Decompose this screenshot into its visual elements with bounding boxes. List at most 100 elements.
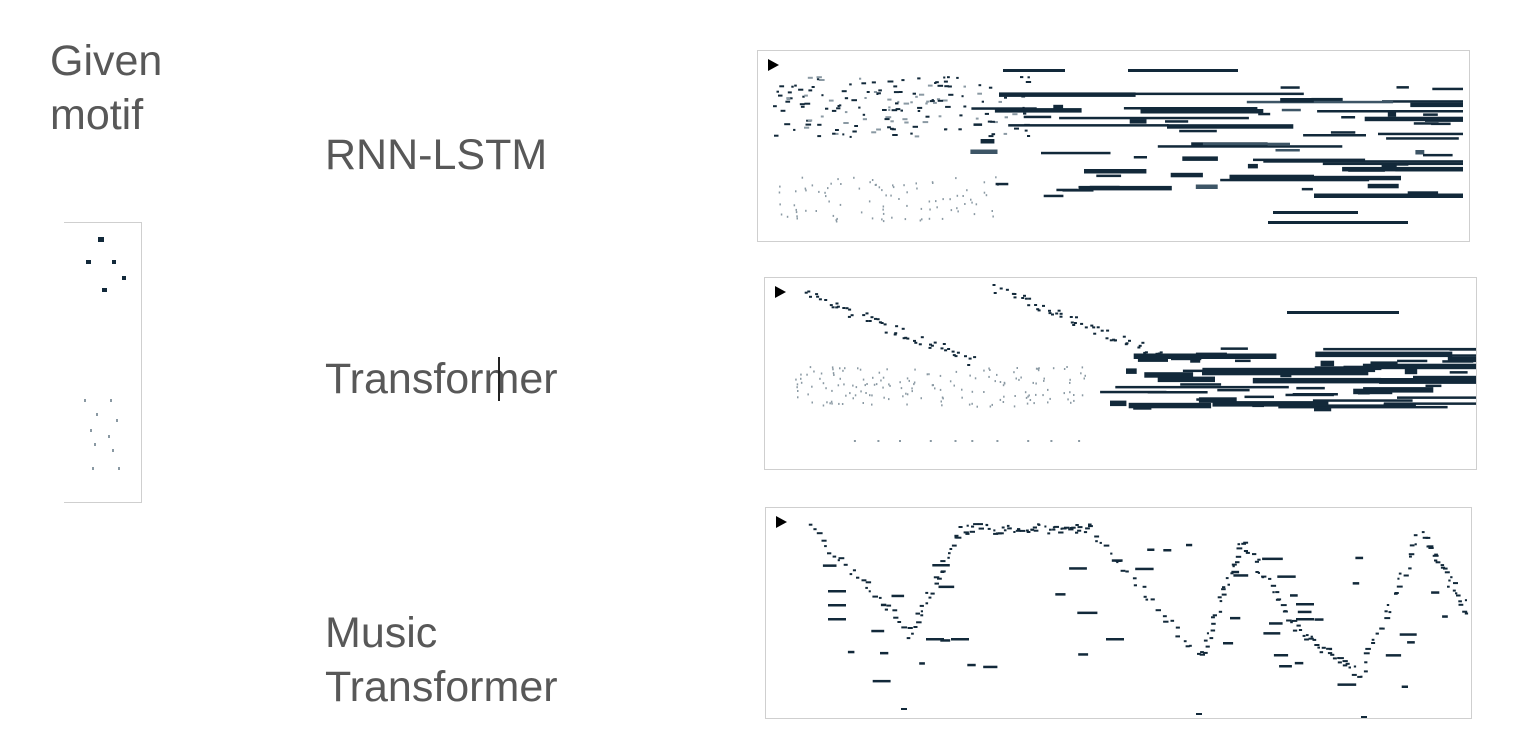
note bbox=[971, 201, 973, 204]
note bbox=[920, 614, 924, 617]
note bbox=[902, 118, 908, 121]
note bbox=[974, 377, 977, 380]
note bbox=[1200, 651, 1204, 654]
play-icon[interactable] bbox=[776, 516, 787, 528]
note bbox=[940, 400, 942, 403]
note bbox=[925, 591, 929, 594]
note bbox=[1175, 626, 1180, 629]
note bbox=[994, 380, 996, 383]
note bbox=[1050, 440, 1053, 442]
note bbox=[1096, 174, 1122, 178]
play-icon[interactable] bbox=[768, 59, 779, 71]
note bbox=[805, 209, 807, 212]
note bbox=[1068, 528, 1074, 531]
note bbox=[868, 320, 872, 322]
note bbox=[1133, 584, 1137, 587]
note bbox=[1414, 543, 1417, 546]
note bbox=[951, 544, 957, 547]
note bbox=[1025, 396, 1028, 399]
note bbox=[878, 89, 882, 92]
note bbox=[1394, 592, 1399, 594]
note bbox=[847, 315, 851, 318]
note bbox=[950, 209, 953, 212]
note bbox=[1115, 92, 1304, 96]
note bbox=[955, 536, 962, 539]
note bbox=[811, 401, 813, 404]
note bbox=[931, 181, 934, 184]
note bbox=[1407, 191, 1439, 194]
note bbox=[835, 129, 839, 131]
note bbox=[818, 298, 822, 301]
note bbox=[970, 149, 998, 154]
given-motif-roll bbox=[64, 222, 142, 503]
note bbox=[1175, 635, 1180, 638]
note bbox=[1217, 388, 1250, 392]
note bbox=[999, 398, 1002, 401]
note bbox=[1084, 326, 1088, 329]
note bbox=[1219, 600, 1223, 603]
note bbox=[844, 367, 846, 370]
note bbox=[901, 327, 905, 330]
note bbox=[915, 182, 917, 185]
note bbox=[805, 189, 807, 192]
text-cursor bbox=[498, 357, 500, 401]
note bbox=[1413, 375, 1476, 382]
note bbox=[876, 92, 881, 95]
note bbox=[773, 105, 777, 108]
note bbox=[828, 604, 846, 607]
note bbox=[907, 627, 913, 629]
note bbox=[886, 604, 892, 607]
note bbox=[954, 536, 958, 539]
note bbox=[890, 194, 892, 197]
note bbox=[859, 368, 862, 371]
note bbox=[878, 371, 881, 374]
note bbox=[1409, 555, 1412, 558]
note bbox=[1028, 394, 1030, 397]
note bbox=[917, 106, 923, 109]
note bbox=[1003, 69, 1065, 72]
note bbox=[807, 76, 813, 79]
play-icon[interactable] bbox=[775, 286, 786, 298]
note bbox=[1063, 368, 1066, 370]
note bbox=[1014, 127, 1019, 130]
note bbox=[849, 573, 853, 576]
note bbox=[804, 187, 807, 190]
note bbox=[795, 211, 798, 214]
note bbox=[1034, 304, 1038, 306]
note bbox=[836, 305, 840, 308]
note bbox=[1023, 294, 1026, 297]
note bbox=[1005, 288, 1009, 291]
note bbox=[856, 576, 860, 579]
note bbox=[1032, 526, 1037, 529]
note bbox=[817, 135, 822, 138]
note bbox=[1051, 313, 1054, 316]
note bbox=[826, 401, 828, 404]
note bbox=[862, 113, 866, 116]
note bbox=[816, 78, 820, 81]
note bbox=[869, 394, 871, 397]
note bbox=[884, 608, 888, 611]
note bbox=[1048, 309, 1051, 312]
note bbox=[842, 369, 844, 372]
note bbox=[944, 128, 947, 131]
note bbox=[1203, 651, 1208, 654]
note bbox=[1314, 193, 1463, 198]
note bbox=[882, 220, 885, 223]
note bbox=[1182, 156, 1218, 161]
note bbox=[1015, 377, 1017, 380]
note bbox=[1384, 617, 1391, 620]
note bbox=[980, 139, 995, 144]
note bbox=[1280, 86, 1300, 89]
note bbox=[874, 317, 877, 320]
note bbox=[984, 112, 989, 115]
note bbox=[993, 292, 997, 294]
note bbox=[1362, 363, 1476, 370]
note bbox=[884, 331, 888, 334]
note bbox=[1128, 402, 1212, 409]
note bbox=[1037, 367, 1039, 370]
note bbox=[1409, 544, 1415, 547]
note bbox=[1427, 545, 1434, 548]
note bbox=[833, 374, 835, 376]
note bbox=[1170, 172, 1203, 178]
note bbox=[839, 377, 841, 380]
